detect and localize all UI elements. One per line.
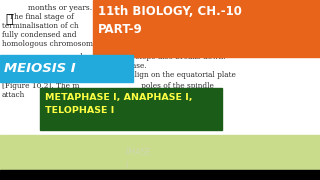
Text: 🎨: 🎨 xyxy=(5,13,12,26)
Text: attach: attach xyxy=(2,91,25,99)
Text: METAPHASE I, ANAPHASE I,
TELOPHASE I: METAPHASE I, ANAPHASE I, TELOPHASE I xyxy=(45,93,193,115)
Text: fully condensed and                              are the: fully condensed and are the xyxy=(2,31,174,39)
Text: [Figure 10.2]. The m                          poles of the spindle: [Figure 10.2]. The m poles of the spindl… xyxy=(2,82,214,90)
Text: months or years.: months or years. xyxy=(28,4,92,12)
Text: hromosomes align on the equatorial plate: hromosomes align on the equatorial plate xyxy=(2,71,236,79)
Text: MEIOSIS I: MEIOSIS I xyxy=(4,62,76,75)
Text: The final stage of                                  arked by: The final stage of arked by xyxy=(2,13,187,21)
Text: homologous chromosomes for separation. By the end of diakinesis, the: homologous chromosomes for separation. B… xyxy=(2,40,266,48)
Text: 11th BIOLOGY, CH.-10
PART-9: 11th BIOLOGY, CH.-10 PART-9 xyxy=(98,5,242,36)
Bar xyxy=(93,0,320,57)
Text: PHASE
I: PHASE I xyxy=(125,148,150,170)
Text: terminalisation of ch                              mes are: terminalisation of ch mes are xyxy=(2,22,180,30)
Bar xyxy=(40,88,222,130)
Bar xyxy=(0,135,320,170)
Text: ion to metaphase.: ion to metaphase. xyxy=(2,62,147,70)
Bar xyxy=(0,55,133,82)
Bar xyxy=(0,170,320,180)
Text: he nuclear envelope also breaks down.: he nuclear envelope also breaks down. xyxy=(2,53,226,61)
